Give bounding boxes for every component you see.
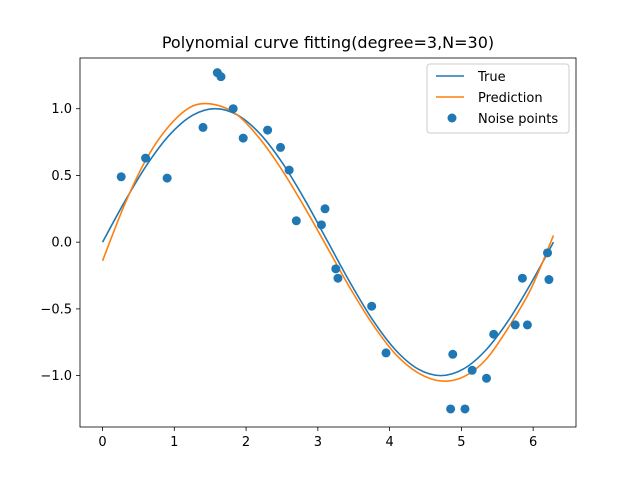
- noise-point: [543, 248, 553, 258]
- noise-point: [284, 165, 294, 175]
- noise-point: [522, 320, 532, 330]
- x-tick-label: 2: [242, 435, 250, 450]
- y-tick-label: 0.0: [51, 236, 72, 251]
- x-tick-label: 0: [98, 435, 106, 450]
- noise-point: [320, 204, 330, 214]
- legend-label-prediction: Prediction: [478, 91, 543, 106]
- plot-points: [116, 68, 554, 414]
- noise-point: [448, 349, 458, 359]
- legend-label-noise-points: Noise points: [478, 112, 558, 127]
- legend-label-true: True: [477, 70, 506, 85]
- noise-point: [381, 348, 391, 358]
- noise-point: [228, 104, 238, 114]
- x-tick-label: 3: [314, 435, 322, 450]
- noise-point: [489, 329, 499, 339]
- y-tick-label: 0.5: [51, 169, 72, 184]
- noise-point: [446, 404, 456, 414]
- noise-point: [460, 404, 470, 414]
- x-axis: 0 1 2 3 4 5 6: [98, 427, 537, 450]
- y-axis: −1.0 −0.5 0.0 0.5 1.0: [40, 102, 80, 384]
- noise-point: [141, 153, 151, 163]
- noise-point: [238, 133, 248, 143]
- noise-point: [216, 72, 226, 82]
- noise-point: [510, 320, 520, 330]
- x-tick-label: 6: [529, 435, 537, 450]
- x-tick-label: 5: [457, 435, 465, 450]
- noise-point: [367, 301, 377, 311]
- noise-point: [291, 216, 301, 226]
- plot-lines: [101, 102, 555, 382]
- noise-point: [331, 264, 341, 274]
- noise-point: [162, 173, 172, 183]
- noise-point: [263, 125, 273, 135]
- x-tick-label: 1: [170, 435, 178, 450]
- legend-box: [426, 63, 570, 134]
- series-line-true: [101, 107, 555, 377]
- x-tick-label: 4: [385, 435, 393, 450]
- series-line-prediction: [101, 102, 555, 382]
- y-tick-label: −0.5: [40, 302, 72, 317]
- noise-point: [482, 373, 491, 383]
- noise-point: [517, 273, 527, 283]
- noise-point: [316, 220, 326, 230]
- legend: True Prediction Noise points: [426, 63, 570, 134]
- legend-swatch-noise-points: [447, 113, 457, 123]
- noise-point: [544, 275, 554, 285]
- noise-point: [333, 273, 343, 283]
- noise-point: [467, 365, 477, 375]
- chart-title: Polynomial curve fitting(degree=3,N=30): [162, 33, 494, 52]
- y-tick-label: 1.0: [51, 102, 72, 117]
- noise-point: [276, 142, 286, 152]
- y-tick-label: −1.0: [40, 369, 72, 384]
- noise-point: [116, 172, 126, 182]
- noise-point: [198, 122, 208, 132]
